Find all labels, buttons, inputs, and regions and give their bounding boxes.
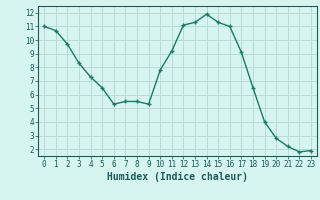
X-axis label: Humidex (Indice chaleur): Humidex (Indice chaleur) [107, 172, 248, 182]
